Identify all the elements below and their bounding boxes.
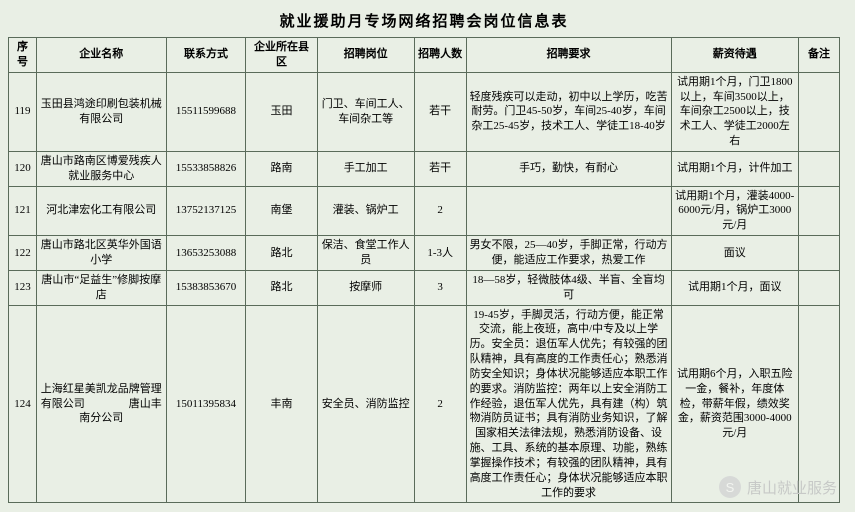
cell-tel: 15011395834 (166, 305, 246, 503)
cell-seq: 119 (9, 72, 37, 151)
cell-seq: 124 (9, 305, 37, 503)
cell-area: 路北 (246, 236, 317, 271)
cell-area: 南堡 (246, 186, 317, 236)
col-name: 企业名称 (37, 38, 167, 73)
cell-note (798, 72, 839, 151)
table-row: 121河北津宏化工有限公司13752137125南堡灌装、锅炉工2 试用期1个月，… (9, 186, 840, 236)
cell-requirement (466, 186, 671, 236)
cell-note (798, 186, 839, 236)
cell-area: 玉田 (246, 72, 317, 151)
table-row: 123唐山市“足益生”修脚按摩店15383853670路北按摩师318—58岁，… (9, 270, 840, 305)
cell-position: 安全员、消防监控 (317, 305, 414, 503)
col-num: 招聘人数 (414, 38, 466, 73)
cell-requirement: 手巧，勤快，有耐心 (466, 151, 671, 186)
cell-salary: 试用期1个月，门卫1800以上，车间3500以上，车间杂工2500以上，技术工人… (671, 72, 798, 151)
cell-salary: 试用期6个月，入职五险一金，餐补，年度体检，带薪年假，绩效奖金，薪资范围3000… (671, 305, 798, 503)
col-tel: 联系方式 (166, 38, 246, 73)
cell-count: 若干 (414, 151, 466, 186)
page-title: 就业援助月专场网络招聘会岗位信息表 (8, 6, 840, 37)
cell-area: 丰南 (246, 305, 317, 503)
cell-position: 保洁、食堂工作人员 (317, 236, 414, 271)
cell-tel: 13653253088 (166, 236, 246, 271)
cell-salary: 试用期1个月，灌装4000-6000元/月，锅炉工3000元/月 (671, 186, 798, 236)
cell-area: 路南 (246, 151, 317, 186)
col-area: 企业所在县区 (246, 38, 317, 73)
cell-seq: 121 (9, 186, 37, 236)
col-pos: 招聘岗位 (317, 38, 414, 73)
cell-requirement: 18—58岁，轻微肢体4级、半盲、全盲均可 (466, 270, 671, 305)
cell-salary: 试用期1个月，面议 (671, 270, 798, 305)
table-row: 124上海红星美凯龙品牌管理有限公司 唐山丰南分公司15011395834丰南安… (9, 305, 840, 503)
cell-seq: 120 (9, 151, 37, 186)
cell-requirement: 男女不限，25—40岁，手脚正常，行动方便，能适应工作要求，热爱工作 (466, 236, 671, 271)
col-sal: 薪资待遇 (671, 38, 798, 73)
cell-company: 唐山市路北区英华外国语小学 (37, 236, 167, 271)
cell-note (798, 270, 839, 305)
cell-tel: 13752137125 (166, 186, 246, 236)
cell-note (798, 305, 839, 503)
cell-requirement: 19-45岁，手脚灵活，行动方便，能正常交流，能上夜班，高中/中专及以上学历。安… (466, 305, 671, 503)
cell-salary: 试用期1个月，计件加工 (671, 151, 798, 186)
cell-tel: 15533858826 (166, 151, 246, 186)
cell-count: 2 (414, 186, 466, 236)
cell-salary: 面议 (671, 236, 798, 271)
cell-company: 上海红星美凯龙品牌管理有限公司 唐山丰南分公司 (37, 305, 167, 503)
col-seq: 序号 (9, 38, 37, 73)
table-header-row: 序号 企业名称 联系方式 企业所在县区 招聘岗位 招聘人数 招聘要求 薪资待遇 … (9, 38, 840, 73)
cell-note (798, 236, 839, 271)
cell-company: 唐山市“足益生”修脚按摩店 (37, 270, 167, 305)
cell-area: 路北 (246, 270, 317, 305)
cell-tel: 15511599688 (166, 72, 246, 151)
cell-seq: 122 (9, 236, 37, 271)
cell-count: 3 (414, 270, 466, 305)
cell-position: 门卫、车间工人、车间杂工等 (317, 72, 414, 151)
cell-tel: 15383853670 (166, 270, 246, 305)
cell-company: 河北津宏化工有限公司 (37, 186, 167, 236)
cell-company: 玉田县鸿途印刷包装机械有限公司 (37, 72, 167, 151)
cell-count: 若干 (414, 72, 466, 151)
cell-position: 灌装、锅炉工 (317, 186, 414, 236)
job-table: 序号 企业名称 联系方式 企业所在县区 招聘岗位 招聘人数 招聘要求 薪资待遇 … (8, 37, 840, 503)
table-row: 120唐山市路南区博爱残疾人就业服务中心15533858826路南手工加工若干手… (9, 151, 840, 186)
col-req: 招聘要求 (466, 38, 671, 73)
col-note: 备注 (798, 38, 839, 73)
cell-count: 1-3人 (414, 236, 466, 271)
cell-count: 2 (414, 305, 466, 503)
cell-note (798, 151, 839, 186)
table-row: 119玉田县鸿途印刷包装机械有限公司15511599688玉田门卫、车间工人、车… (9, 72, 840, 151)
cell-position: 按摩师 (317, 270, 414, 305)
cell-requirement: 轻度残疾可以走动，初中以上学历，吃苦耐劳。门卫45-50岁，车间25-40岁，车… (466, 72, 671, 151)
cell-position: 手工加工 (317, 151, 414, 186)
cell-seq: 123 (9, 270, 37, 305)
cell-company: 唐山市路南区博爱残疾人就业服务中心 (37, 151, 167, 186)
table-row: 122唐山市路北区英华外国语小学13653253088路北保洁、食堂工作人员1-… (9, 236, 840, 271)
